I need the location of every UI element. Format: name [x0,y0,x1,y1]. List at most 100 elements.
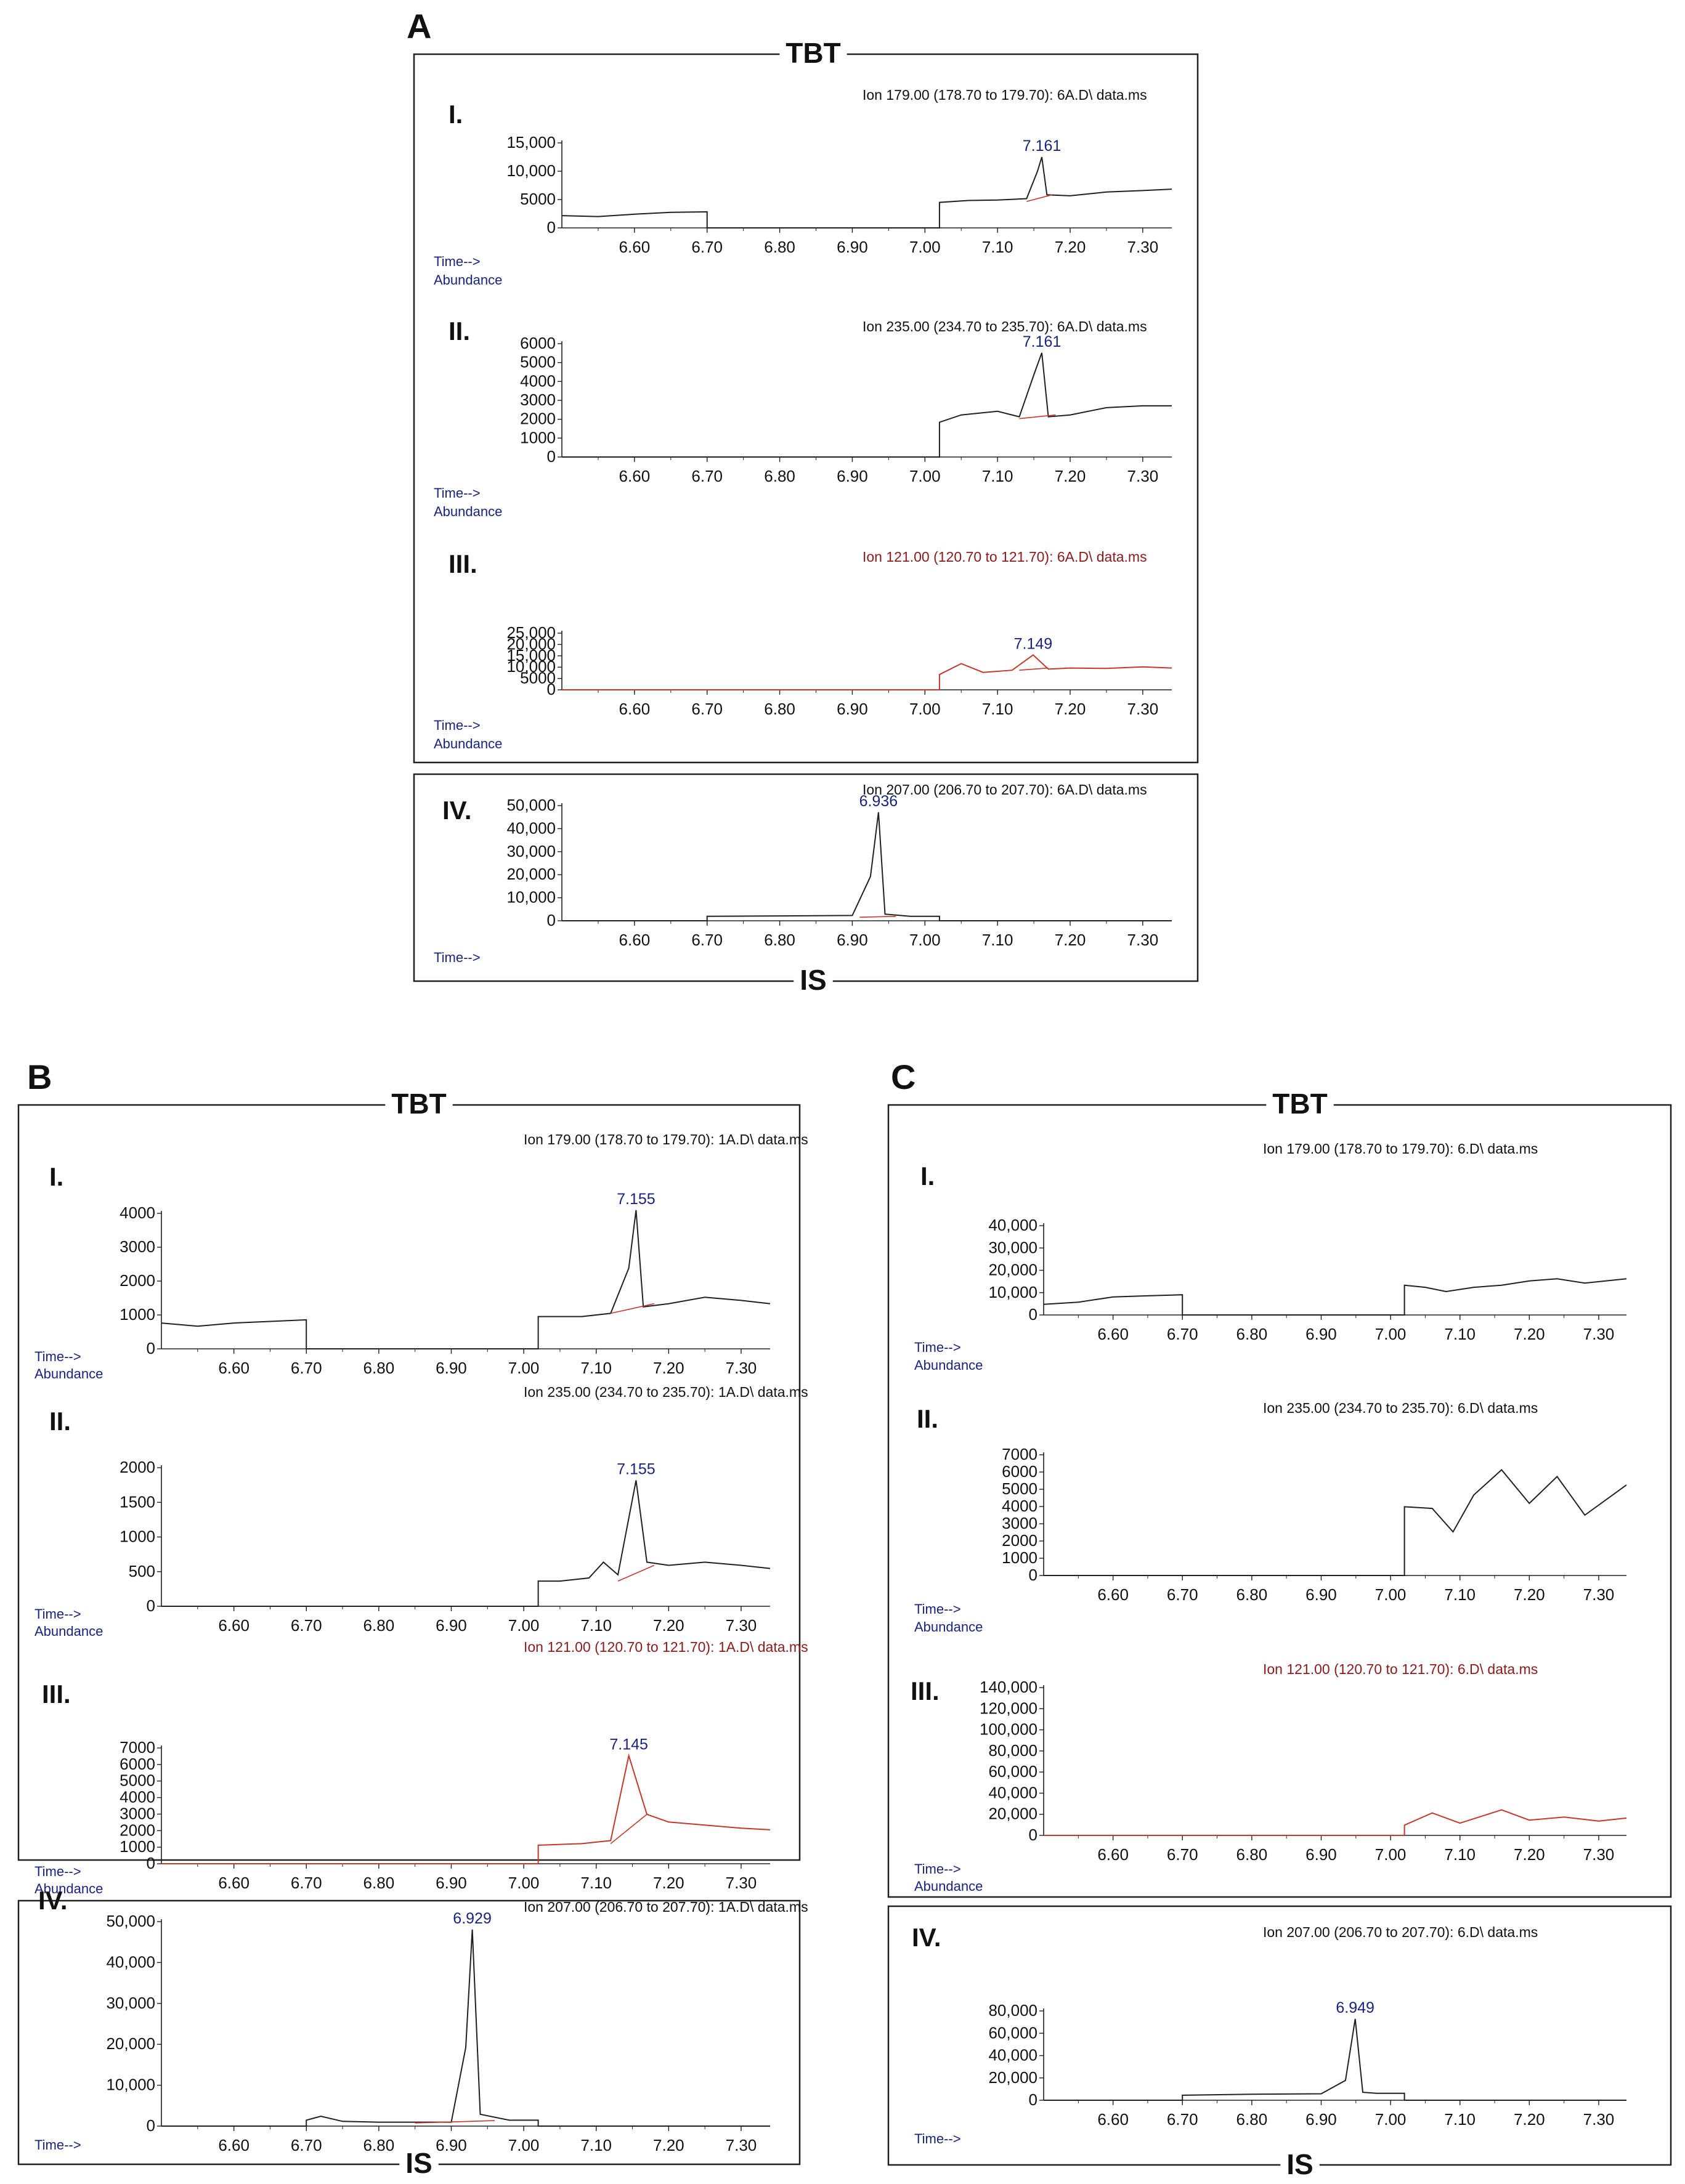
baseline-line [859,916,896,918]
x-tick-label: 6.60 [1097,2110,1129,2129]
abundance-label: Abundance [434,504,502,519]
trace-line [562,654,1172,690]
y-tick-label: 20,000 [988,1805,1037,1823]
tbt-title: TBT [1272,1088,1327,1120]
y-tick-label: 6000 [120,1755,155,1773]
x-tick-label: 7.30 [1583,1325,1615,1343]
abundance-label: Abundance [35,1624,103,1639]
trace-line [1044,1469,1627,1576]
x-tick-label: 6.90 [1305,1585,1337,1604]
trace-line [161,1929,770,2127]
y-tick-label: 3000 [1002,1514,1037,1532]
peak-label: 7.149 [1014,635,1053,652]
panel-a: A TBT IS I. Ion 179.00 (178.70 to 179.70): 6… [407,7,1199,996]
x-tick-label: 7.30 [1127,931,1159,949]
x-tick-label: 6.70 [1167,1585,1198,1604]
x-tick-label: 7.20 [1514,1845,1545,1864]
y-tick-label: 80,000 [988,1741,1037,1760]
is-frame [887,1905,1672,2166]
x-tick-label: 6.90 [436,2136,467,2154]
ion-label: Ion 179.00 (178.70 to 179.70): 1A.D\ dat… [524,1131,808,1147]
x-tick-label: 7.20 [653,2136,684,2154]
trace-line [161,1210,771,1349]
y-tick-label: 0 [147,1854,155,1872]
x-tick-label: 6.90 [1305,2110,1337,2129]
x-tick-label: 6.90 [837,238,868,256]
y-tick-label: 0 [547,911,556,929]
chart-b-1: I. Ion 179.00 (178.70 to 179.70): 1A.D\ d… [35,1131,808,1381]
y-tick-label: 5000 [520,669,556,687]
y-tick-label: 2000 [120,1821,155,1839]
x-tick-label: 6.70 [691,238,723,256]
x-tick-label: 6.90 [436,1616,467,1635]
y-tick-label: 15,000 [506,646,556,665]
x-tick-label: 7.00 [1375,1585,1407,1604]
x-tick-label: 7.00 [1375,1845,1407,1864]
x-tick-label: 7.00 [508,2136,540,2154]
x-tick-label: 7.30 [726,1616,757,1635]
y-tick-label: 25,000 [506,623,556,642]
time-label: Time--> [434,950,481,965]
chart-roman-numeral: I. [449,100,463,129]
chart-a-3: III. Ion 121.00 (120.70 to 121.70): 6A.D\… [434,549,1172,751]
y-tick-label: 50,000 [106,1912,155,1930]
trace-line [161,1753,771,1864]
x-tick-label: 7.00 [909,931,941,949]
y-tick-label: 1000 [120,1527,155,1546]
y-tick-label: 40,000 [988,2046,1037,2065]
x-tick-label: 6.60 [1097,1325,1129,1343]
panel-letter: B [27,1058,52,1096]
trace-line [1044,2018,1626,2101]
y-tick-label: 30,000 [988,1238,1037,1256]
x-tick-label: 7.20 [1055,700,1086,718]
x-tick-label: 6.90 [1305,1845,1337,1864]
y-tick-label: 5000 [520,353,556,371]
x-tick-label: 6.70 [1167,2110,1198,2129]
chart-c-3: III. Ion 121.00 (120.70 to 121.70): 6.D\ … [911,1661,1627,1894]
y-tick-label: 0 [147,2116,155,2135]
x-tick-label: 6.90 [837,931,868,949]
peak-label: 6.949 [1336,1999,1374,2016]
y-tick-label: 0 [1029,1566,1037,1584]
x-tick-label: 6.60 [1097,1845,1129,1864]
x-tick-label: 6.70 [291,2136,322,2154]
ion-label: Ion 235.00 (234.70 to 235.70): 1A.D\ dat… [524,1384,808,1400]
y-tick-label: 10,000 [506,161,556,180]
y-tick-label: 20,000 [106,2034,155,2053]
y-tick-label: 40,000 [106,1952,155,1971]
y-tick-label: 15,000 [506,133,556,152]
x-tick-label: 6.70 [291,1874,322,1892]
chart-roman-numeral: IV. [38,1886,68,1915]
baseline-line [617,1564,655,1582]
chart-roman-numeral: IV. [912,1923,941,1952]
x-tick-label: 7.20 [1055,931,1086,949]
abundance-label: Abundance [914,1619,983,1635]
x-tick-label: 7.20 [1514,2110,1545,2129]
abundance-label: Abundance [35,1881,103,1896]
y-tick-label: 60,000 [988,1762,1037,1781]
x-tick-label: 7.10 [580,1874,612,1892]
abundance-label: Abundance [35,1366,103,1381]
x-tick-label: 7.30 [1127,700,1159,718]
x-tick-label: 7.20 [653,1874,684,1892]
x-tick-label: 6.90 [436,1359,467,1377]
ion-label: Ion 207.00 (206.70 to 207.70): 6A.D\ dat… [863,782,1147,798]
y-tick-label: 7000 [1002,1445,1037,1463]
time-label: Time--> [35,2137,81,2153]
x-tick-label: 7.10 [1444,1585,1476,1604]
y-tick-label: 3000 [120,1804,155,1822]
y-tick-label: 0 [147,1339,155,1357]
y-tick-label: 40,000 [506,819,556,837]
chart-a-4: IV. Ion 207.00 (206.70 to 207.70): 6A.D\ … [434,782,1172,965]
baseline-line [1019,414,1056,419]
chart-roman-numeral: III. [911,1676,940,1705]
x-tick-label: 7.00 [909,700,941,718]
peak-label: 7.161 [1023,137,1062,155]
x-tick-label: 7.10 [982,238,1013,256]
x-tick-label: 7.10 [1444,1845,1476,1864]
ion-label: Ion 121.00 (120.70 to 121.70): 6.D\ data… [1263,1661,1538,1677]
tbt-title: TBT [786,37,840,69]
peak-label: 7.155 [617,1191,656,1208]
chart-c-2: II. Ion 235.00 (234.70 to 235.70): 6.D\ d… [914,1400,1627,1635]
y-tick-label: 20,000 [988,1261,1037,1279]
